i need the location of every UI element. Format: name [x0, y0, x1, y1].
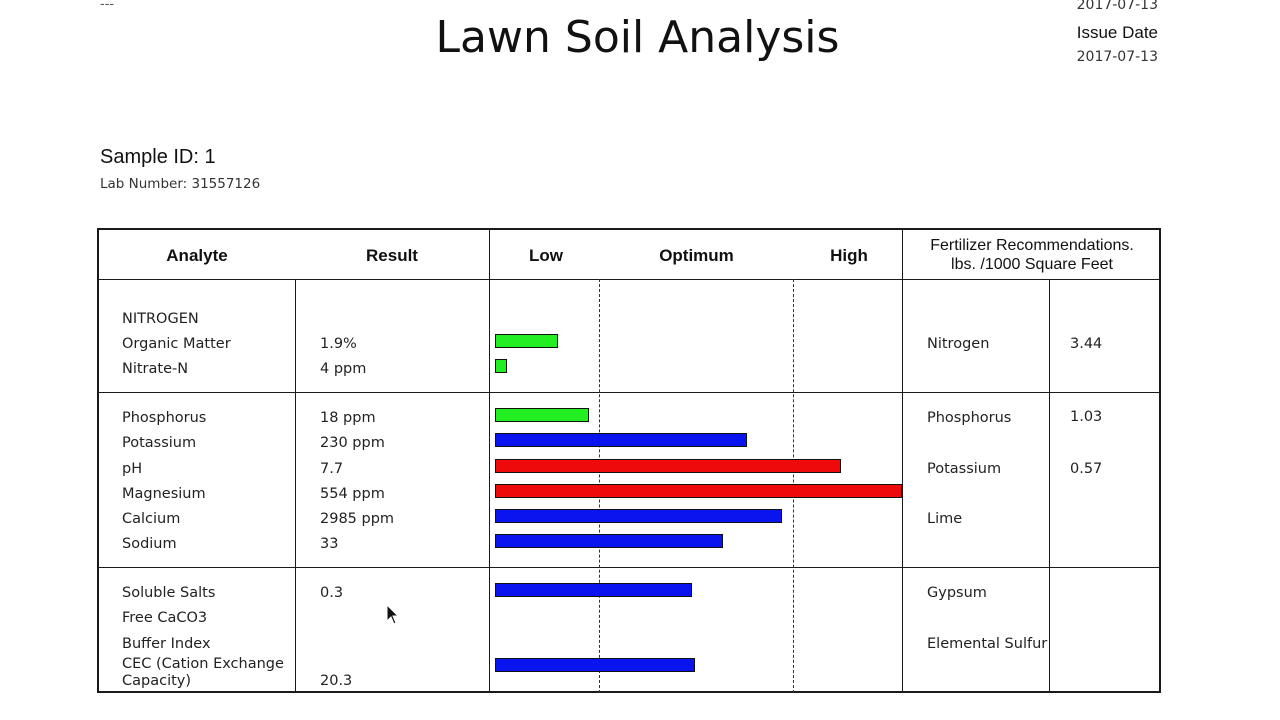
column-divider	[902, 230, 903, 693]
column-divider	[1049, 279, 1050, 693]
header-fertilizer-line1: Fertilizer Recommendations.	[930, 237, 1134, 254]
rec-amount-potassium: 0.57	[1070, 461, 1103, 477]
result-organic-matter: 1.9%	[320, 336, 357, 352]
rec-nutrient-phosphorus: Phosphorus	[927, 410, 1012, 426]
sample-id: Sample ID: 1	[100, 146, 216, 168]
mouse-pointer-icon	[386, 604, 400, 625]
header-fertilizer-line2: lbs. /1000 Square Feet	[951, 256, 1113, 273]
report-date: 2017-07-13	[1076, 0, 1158, 13]
rec-nutrient-elemental-sulfur: Elemental Sulfur	[927, 636, 1048, 652]
result-phosphorus: 18 ppm	[320, 410, 376, 426]
group-divider	[99, 567, 1159, 568]
analyte-free-caco3: Free CaCO3	[122, 610, 208, 626]
level-bar-magnesium	[495, 484, 902, 498]
rec-amount-nitrogen: 3.44	[1070, 336, 1103, 352]
rec-nutrient-potassium: Potassium	[927, 461, 1002, 477]
header-divider	[99, 279, 1159, 280]
result-potassium: 230 ppm	[320, 435, 385, 451]
result-calcium: 2985 ppm	[320, 511, 395, 527]
analyte-magnesium: Magnesium	[122, 486, 206, 502]
header-high: High	[830, 246, 868, 265]
analyte-buffer-index: Buffer Index	[122, 636, 211, 652]
result-soluble-salts: 0.3	[320, 585, 344, 601]
header-low: Low	[529, 246, 563, 265]
analyte-ph: pH	[122, 461, 143, 477]
rec-nutrient-nitrogen: Nitrogen	[927, 336, 990, 352]
analyte-nitrate-n: Nitrate-N	[122, 361, 189, 377]
level-bar-ph	[495, 459, 841, 473]
rec-nutrient-lime: Lime	[927, 511, 963, 527]
level-bar-cec	[495, 658, 695, 672]
page-title: Lawn Soil Analysis	[435, 12, 840, 63]
result-magnesium: 554 ppm	[320, 486, 385, 502]
analyte-organic-matter: Organic Matter	[122, 336, 231, 352]
rec-nutrient-gypsum: Gypsum	[927, 585, 987, 601]
result-nitrate-n: 4 ppm	[320, 361, 367, 377]
header-optimum: Optimum	[659, 246, 734, 265]
level-bar-calcium	[495, 509, 782, 523]
analyte-potassium: Potassium	[122, 435, 197, 451]
level-bar-phosphorus	[495, 408, 589, 422]
level-bar-nitrate-n	[495, 359, 507, 373]
analyte-sodium: Sodium	[122, 536, 177, 552]
level-bar-sodium	[495, 534, 723, 548]
analyte-soluble-salts: Soluble Salts	[122, 585, 216, 601]
analyte-calcium: Calcium	[122, 511, 181, 527]
column-divider	[489, 230, 490, 693]
header-result: Result	[366, 246, 418, 265]
issue-date: 2017-07-13	[1076, 49, 1158, 65]
result-ph: 7.7	[320, 461, 344, 477]
analyte-nitrogen: NITROGEN	[122, 311, 199, 327]
level-bar-soluble-salts	[495, 583, 692, 597]
header-top-left-text: ---	[100, 0, 115, 12]
column-divider	[295, 279, 296, 693]
result-sodium: 33	[320, 536, 339, 552]
header-analyte: Analyte	[166, 246, 228, 265]
soil-analysis-table: Analyte Result Low Optimum High Fertiliz…	[97, 228, 1161, 693]
level-bar-organic-matter	[495, 334, 558, 348]
rec-amount-phosphorus: 1.03	[1070, 409, 1103, 425]
group-divider	[99, 392, 1159, 393]
analyte-cec: CEC (Cation Exchange Capacity)	[122, 656, 284, 689]
level-bar-potassium	[495, 433, 747, 447]
lab-number: Lab Number: 31557126	[100, 176, 261, 192]
issue-date-label: Issue Date	[1076, 23, 1158, 42]
analyte-phosphorus: Phosphorus	[122, 410, 207, 426]
result-cec: 20.3	[320, 673, 353, 689]
